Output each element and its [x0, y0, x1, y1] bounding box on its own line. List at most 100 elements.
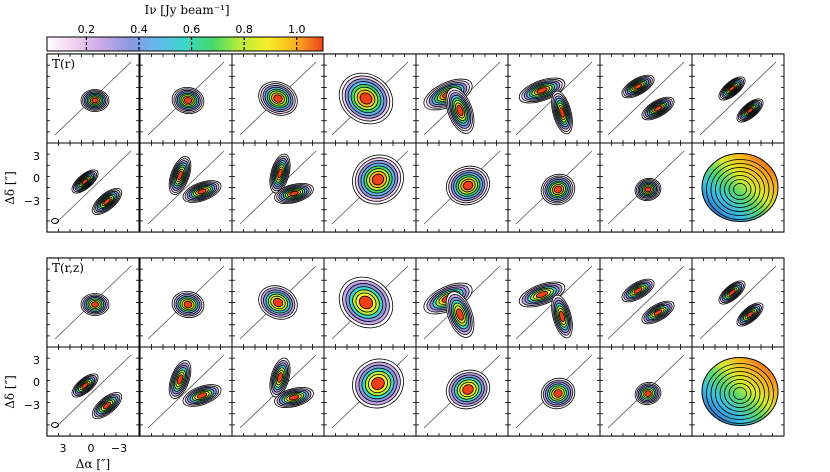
channel-panel — [599, 53, 693, 144]
contour-level — [719, 375, 761, 412]
contour-level — [728, 289, 736, 296]
contour-level — [289, 190, 299, 197]
channel-panel — [691, 346, 785, 437]
contour-level — [558, 310, 566, 323]
y-tick-label: 3 — [33, 354, 40, 367]
y-axis-label: Δδ [″] — [3, 375, 17, 409]
major-axis-line — [147, 150, 225, 225]
channel-panel — [139, 142, 233, 233]
contour-level — [553, 389, 563, 398]
contour-level — [359, 92, 373, 105]
channel-panel — [507, 53, 601, 144]
model-group: T(r,z) 3 0 −3 Δδ [″] — [3, 257, 785, 437]
y-tick-label: 3 — [33, 150, 40, 163]
contour-level — [559, 107, 565, 118]
contour-level — [746, 107, 754, 114]
colorbar-tick-label: 1.0 — [288, 23, 306, 36]
contour-level — [277, 168, 283, 179]
y-tick-label: 0 — [33, 172, 40, 185]
channel-panel — [507, 346, 601, 437]
major-axis-line — [147, 354, 225, 429]
channel-panel — [415, 142, 509, 233]
colorbar: Iν [Jy beam⁻¹] 0.2 0.4 0.6 0.8 1.0 — [46, 3, 324, 52]
channel-panel — [323, 53, 417, 144]
channel-panel — [231, 346, 325, 437]
contour-level — [91, 301, 99, 308]
contour-level — [728, 383, 752, 404]
y-axis-label: Δδ [″] — [3, 171, 17, 205]
channel-panel — [507, 142, 601, 233]
channel-panel — [599, 346, 693, 437]
colorbar-tick-labels: 0.2 0.4 0.6 0.8 1.0 — [78, 23, 306, 36]
contour-level — [634, 83, 642, 90]
channel-panel — [507, 257, 601, 348]
channel-panel — [691, 53, 785, 144]
colorbar-tick-label: 0.2 — [78, 23, 96, 36]
channel-panel — [46, 257, 140, 348]
contour-level — [710, 367, 770, 420]
contour-level — [288, 394, 300, 401]
y-tick-label: −3 — [24, 399, 40, 412]
contour-level — [81, 178, 89, 185]
contour-level — [456, 308, 464, 321]
channel-panel — [415, 53, 509, 144]
contour-level — [273, 94, 283, 103]
contour-level — [91, 97, 99, 104]
model-label: T(r) — [52, 57, 75, 71]
major-axis-line — [607, 61, 685, 136]
channel-panel — [599, 142, 693, 233]
contour-level — [715, 167, 765, 212]
contour-level — [653, 309, 663, 316]
contour-level — [197, 188, 207, 195]
contour-level — [535, 290, 549, 299]
channel-panel — [139, 346, 233, 437]
contour-level — [733, 387, 747, 400]
channel-panel — [691, 142, 785, 233]
contour-level — [196, 392, 208, 399]
contour-level — [277, 372, 283, 383]
contour-level — [644, 390, 652, 397]
channel-panel — [139, 257, 233, 348]
contour-level — [719, 171, 761, 208]
major-axis-line — [699, 265, 777, 340]
contour-level — [103, 198, 111, 205]
model-label: T(r,z) — [52, 261, 84, 275]
channel-panel — [323, 346, 417, 437]
major-axis-line — [54, 354, 132, 429]
beam-ellipse — [51, 218, 59, 224]
contour-level — [102, 401, 112, 410]
channel-panel — [231, 142, 325, 233]
contour-level — [633, 287, 643, 294]
channel-panel — [46, 346, 140, 437]
channel-panel — [415, 257, 509, 348]
contour-level — [183, 300, 193, 309]
colorbar-ticks — [85, 37, 298, 51]
y-tick-label: 0 — [33, 376, 40, 389]
contour-level — [706, 363, 774, 424]
x-axis-label: Δα [″] — [76, 457, 110, 471]
contour-level — [462, 384, 474, 395]
contour-level — [371, 376, 385, 391]
channel-panel — [231, 257, 325, 348]
contour-level — [654, 105, 662, 112]
contour-level — [536, 87, 548, 94]
channel-panel — [323, 257, 417, 348]
beam-ellipse — [51, 422, 59, 428]
contour-level — [715, 371, 765, 416]
channel-panel — [415, 346, 509, 437]
contour-level — [728, 179, 752, 200]
contour-level — [81, 382, 89, 389]
channel-panel — [599, 257, 693, 348]
colorbar-bar — [46, 36, 324, 52]
contour-level — [710, 163, 770, 216]
major-axis-line — [54, 150, 132, 225]
contour-level — [706, 159, 774, 220]
contour-level — [644, 186, 652, 193]
channel-panel — [691, 257, 785, 348]
panel-groups: T(r) 3 0 −3 Δδ [″] T(r,z) 3 0 −3 Δδ [″] — [3, 53, 785, 437]
moment-map — [701, 153, 779, 222]
contour-level — [177, 170, 183, 181]
y-tick-label: −3 — [24, 195, 40, 208]
colorbar-tick-label: 0.4 — [130, 23, 148, 36]
